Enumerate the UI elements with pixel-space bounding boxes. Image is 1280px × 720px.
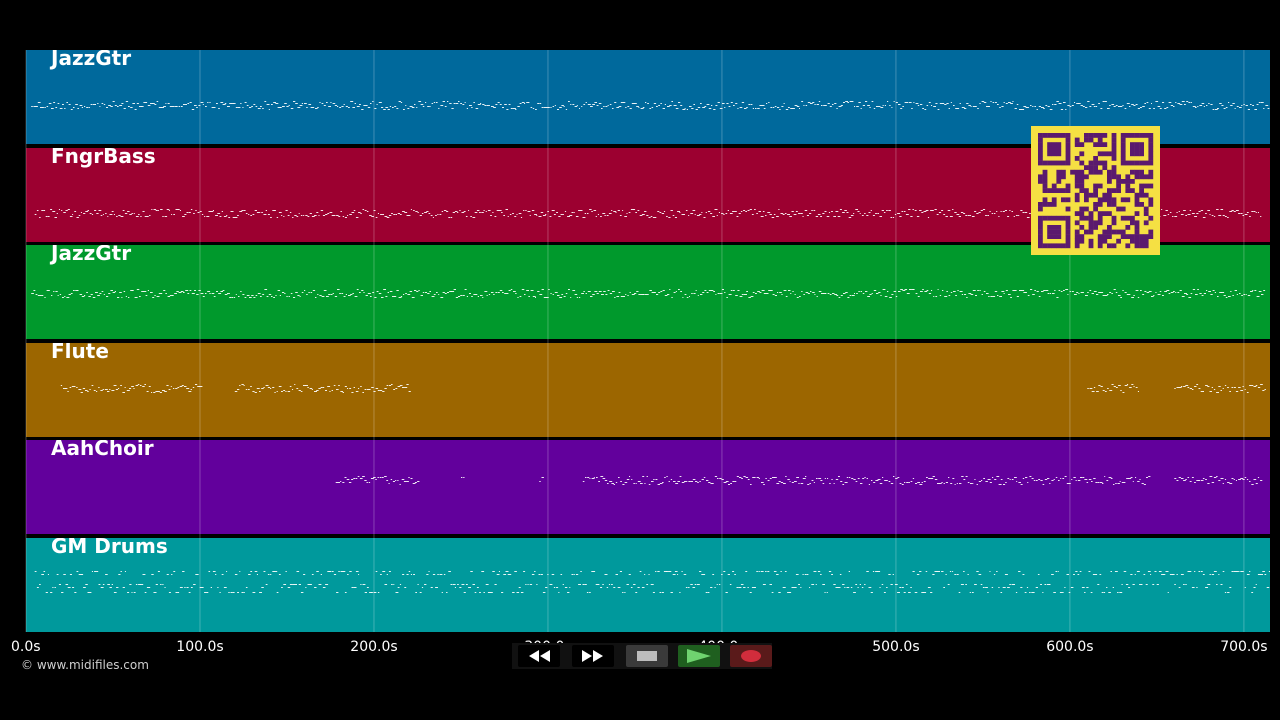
track-lane: JazzGtr (26, 245, 1270, 340)
track-name: FngrBass (51, 147, 156, 168)
stop-button[interactable] (626, 645, 668, 667)
time-tick-label: 200.0s (350, 639, 398, 655)
record-icon (741, 650, 761, 662)
record-button[interactable] (730, 645, 772, 667)
rewind-button[interactable] (518, 645, 560, 667)
play-icon (687, 649, 711, 663)
note-marks (34, 571, 1270, 593)
note-marks (31, 101, 1270, 110)
time-tick-label: 700.0s (1220, 639, 1268, 655)
time-tick-label: 500.0s (872, 639, 920, 655)
track-name: Flute (51, 342, 109, 363)
track-lane: Flute (26, 342, 1270, 437)
note-marks (31, 289, 1266, 299)
time-tick-label: 600.0s (1046, 639, 1094, 655)
time-tick-label: 0.0s (11, 639, 41, 655)
note-marks (60, 383, 1266, 393)
track-name: AahChoir (51, 440, 154, 461)
track-lane: GM Drums (26, 538, 1270, 632)
track-lane: JazzGtr (26, 50, 1270, 144)
track-name: JazzGtr (51, 50, 132, 70)
qr-code (1031, 126, 1160, 255)
transport-controls (512, 643, 772, 669)
stop-icon (637, 651, 657, 661)
note-marks (335, 476, 1263, 486)
copyright-text: © www.midifiles.com (21, 658, 149, 672)
rewind-icon (529, 650, 550, 662)
fast-forward-button[interactable] (572, 645, 614, 667)
play-button[interactable] (678, 645, 720, 667)
fast-forward-icon (582, 650, 603, 662)
track-lane: AahChoir (26, 440, 1270, 535)
track-name: GM Drums (51, 538, 168, 558)
track-name: JazzGtr (51, 245, 132, 266)
time-tick-label: 100.0s (176, 639, 224, 655)
